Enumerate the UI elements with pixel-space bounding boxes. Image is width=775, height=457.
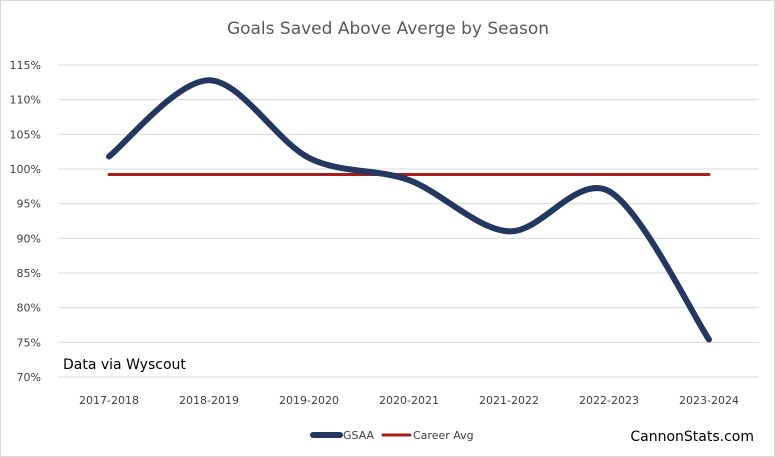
- x-tick-label: 2022-2023: [579, 394, 639, 407]
- y-tick-label: 90%: [17, 232, 41, 245]
- series-lines: [106, 77, 712, 343]
- gridlines: [59, 64, 759, 378]
- series-line-gsaa: [106, 77, 712, 343]
- y-tick-label: 80%: [17, 302, 41, 315]
- y-tick-label: 85%: [17, 267, 41, 280]
- y-tick-label: 105%: [10, 128, 41, 141]
- x-axis-ticks: 2017-2018 2018-2019 2019-2020 2020-2021 2021…: [79, 394, 739, 407]
- y-tick-label: 95%: [17, 198, 41, 211]
- x-tick-label: 2021-2022: [479, 394, 539, 407]
- y-axis-ticks: 70% 75% 80% 85% 90% 95% 100% 105% 110% 115%: [10, 59, 41, 384]
- legend-label: GSAA: [343, 429, 375, 442]
- y-tick-label: 110%: [10, 94, 41, 107]
- x-tick-label: 2019-2020: [279, 394, 339, 407]
- legend-label: Career Avg: [413, 429, 474, 442]
- y-tick-label: 70%: [17, 371, 41, 384]
- brand-watermark: CannonStats.com: [630, 429, 754, 445]
- x-tick-label: 2020-2021: [379, 394, 439, 407]
- y-tick-label: 100%: [10, 163, 41, 176]
- y-tick-label: 115%: [10, 59, 41, 72]
- x-tick-label: 2017-2018: [79, 394, 139, 407]
- legend: GSAA Career Avg: [310, 429, 474, 442]
- y-tick-label: 75%: [17, 336, 41, 349]
- source-annotation: Data via Wyscout: [63, 357, 186, 373]
- x-tick-label: 2018-2019: [179, 394, 239, 407]
- x-tick-label: 2023-2024: [679, 394, 739, 407]
- chart-title: Goals Saved Above Averge by Season: [227, 19, 549, 39]
